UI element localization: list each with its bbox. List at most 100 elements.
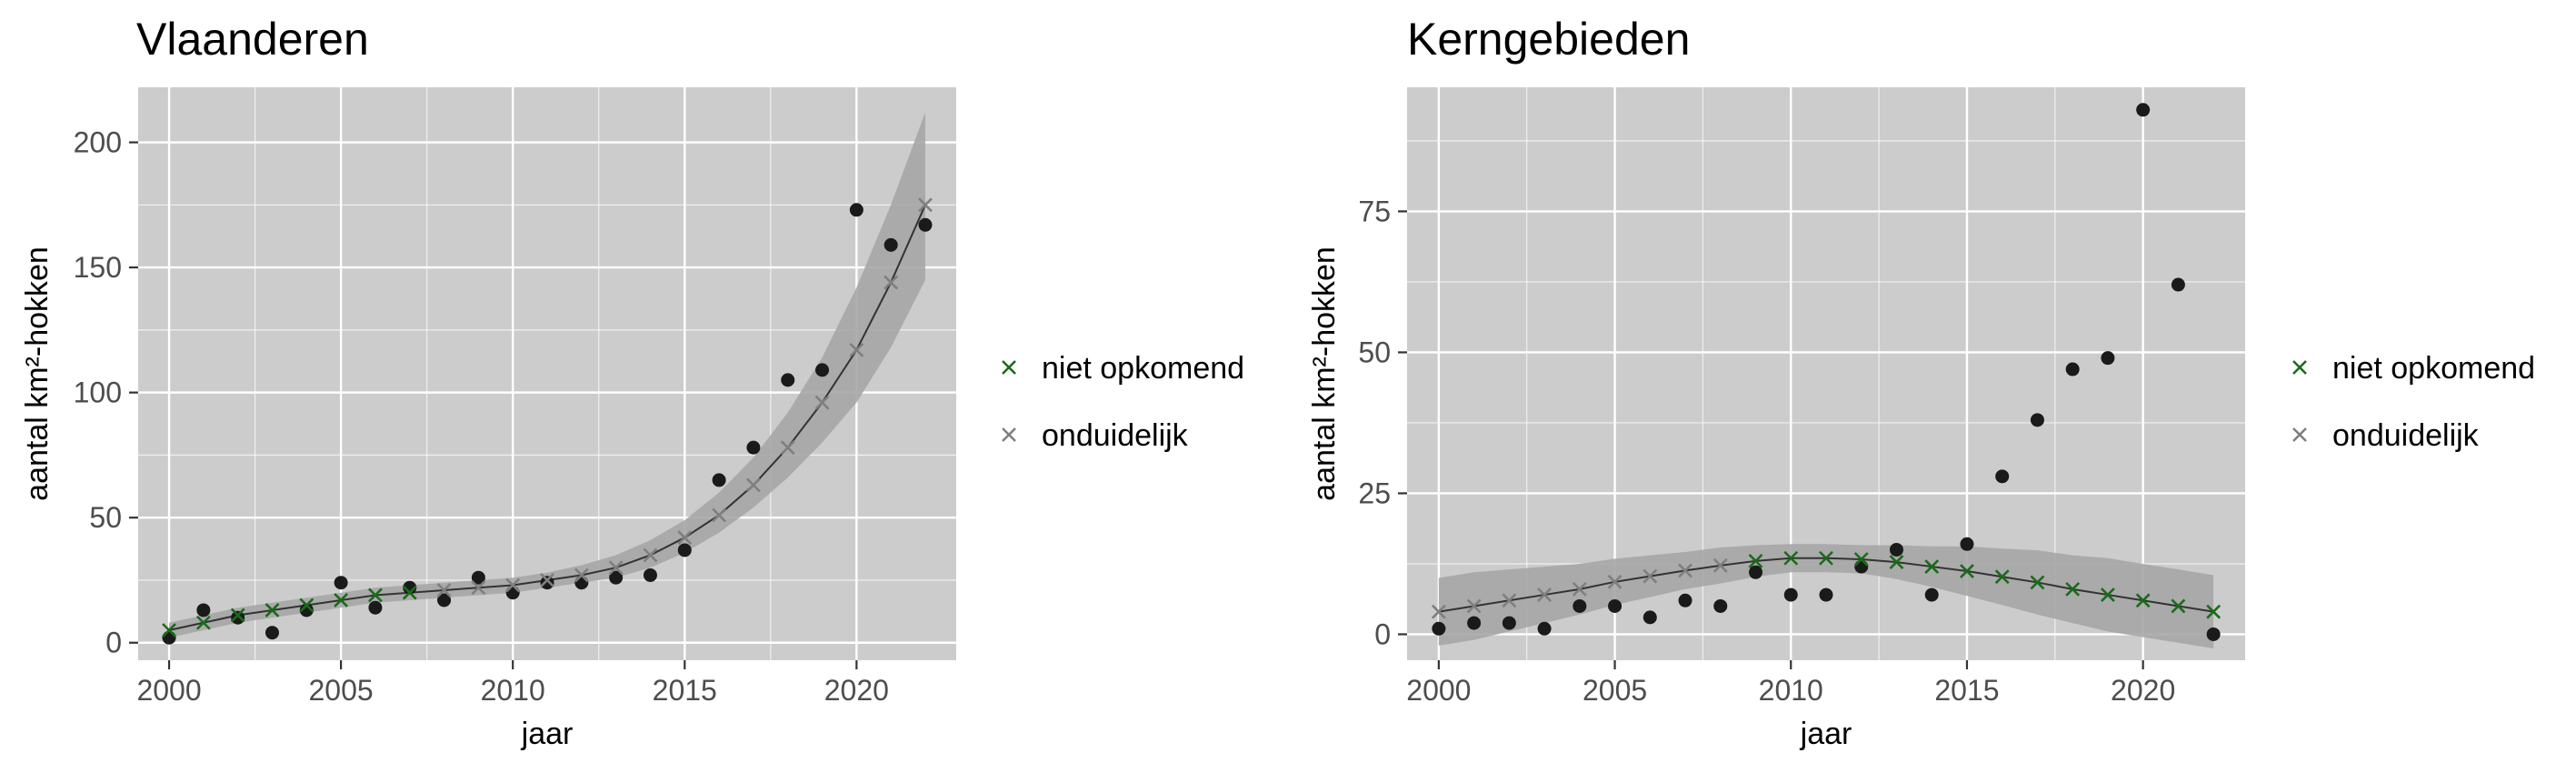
fitted-marker [334,593,349,607]
fitted-marker [299,597,315,613]
y-axis-ticks: 0 50 100 150 200 [74,126,138,659]
fitted-marker [1819,550,1833,566]
observed-point [1537,621,1552,636]
fitted-marker [677,530,693,546]
fitted-marker [2206,604,2222,619]
ribbon-area [1438,544,2214,648]
fitted-marker [471,580,486,596]
observed-point [1854,559,1869,574]
fitted-marker [884,275,899,290]
legend: niet opkomend onduidelijk [2292,351,2535,453]
observed-point [1889,542,1903,557]
observed-point [1749,565,1763,579]
fitted-marker [712,507,726,523]
y-tick-label: 50 [89,501,122,534]
legend-label: niet opkomend [2332,351,2535,386]
observed-point [1783,587,1798,602]
legend: niet opkomend onduidelijk [1002,351,1244,453]
observed-point [1432,621,1446,636]
fitted-marker [540,573,554,587]
fitted-marker [195,615,211,630]
x-axis-ticks: 2000 2005 2010 2015 2020 [1406,660,2175,707]
fitted-marker [1502,593,1517,608]
observed-point [2171,277,2185,292]
fitted-marker [1853,552,1869,567]
fitted-marker [1960,564,1974,578]
fitted-marker [436,583,452,597]
x-tick-label: 2005 [309,674,374,707]
fitted-marker [1537,587,1553,602]
x-tick-label: 2005 [1583,674,1647,707]
observed-point [712,473,726,487]
fitted-marker [2030,575,2045,590]
x-axis-label: jaar [521,717,574,751]
ribbon-area [169,112,925,638]
fitted-marker [1607,574,1622,589]
observed-point [403,580,417,595]
y-axis-label: aantal km²-hokken [20,246,55,501]
fitted-marker [2171,598,2186,614]
observed-point [849,203,864,217]
y-tick-label: 200 [74,126,122,159]
fitted-marker [918,197,933,213]
observed-point [2065,362,2080,376]
observed-point [1995,469,2010,484]
observed-point [1642,610,1657,625]
x-tick-label: 2000 [136,674,201,707]
y-tick-label: 0 [1374,617,1391,650]
x-axis-label: jaar [1800,717,1852,751]
observed-point [2206,627,2221,641]
fitted-marker [1642,568,1658,584]
chart-title: Vlaanderen [136,14,369,65]
fitted-marker [402,585,417,600]
observed-point [574,576,589,590]
observed-point [918,217,933,232]
fitted-marker [574,567,589,583]
observed-point [231,610,245,625]
observed-point [677,543,692,557]
fitted-marker [368,587,383,603]
observed-point [1713,598,1728,613]
fitted-marker [2135,593,2151,608]
fitted-marker [1889,555,1904,570]
fitted-marker [230,607,245,623]
observed-point [1924,587,1939,602]
observed-point [299,603,314,617]
chart-kerngebieden: Kerngebieden 2000 2005 2010 2015 2020 0 25 50 7… [1307,14,2245,751]
legend-item: niet opkomend [1002,351,1244,386]
fitted-marker [162,623,176,637]
fitted-markers [162,197,933,637]
observed-point [437,593,452,607]
observed-point [1502,616,1516,630]
fitted-marker [814,395,830,410]
x-tick-label: 2010 [481,674,545,707]
legend-label: niet opkomend [1042,351,1244,386]
observed-point [196,603,211,617]
fitted-marker [1678,563,1692,578]
observed-point [265,626,279,640]
legend-item: onduidelijk [2292,418,2480,453]
x-tick-label: 2010 [1759,674,1823,707]
observed-point [1608,598,1622,613]
y-tick-label: 0 [105,627,122,659]
observed-point [1678,593,1692,607]
fitted-marker [1712,557,1728,573]
observed-point [162,630,176,645]
fitted-marker [608,560,624,576]
legend-label: onduidelijk [2332,418,2480,453]
y-tick-label: 150 [74,251,122,284]
x-tick-label: 2015 [653,674,717,707]
fitted-marker [1466,598,1482,614]
chart-vlaanderen: Vlaanderen 2000 2005 2010 2015 2020 0 50 100 15… [20,14,956,751]
y-tick-label: 25 [1358,477,1391,509]
observed-point [505,586,520,600]
gridlines [1407,87,2245,660]
x-tick-label: 2015 [1934,674,1999,707]
fitted-marker [1748,553,1763,568]
observed-point [746,440,761,455]
fitted-marker [505,577,521,593]
fitted-markers [1431,550,2222,619]
x-tick-label: 2020 [824,674,889,707]
legend-key [1002,360,1016,375]
observed-point [1819,587,1833,602]
